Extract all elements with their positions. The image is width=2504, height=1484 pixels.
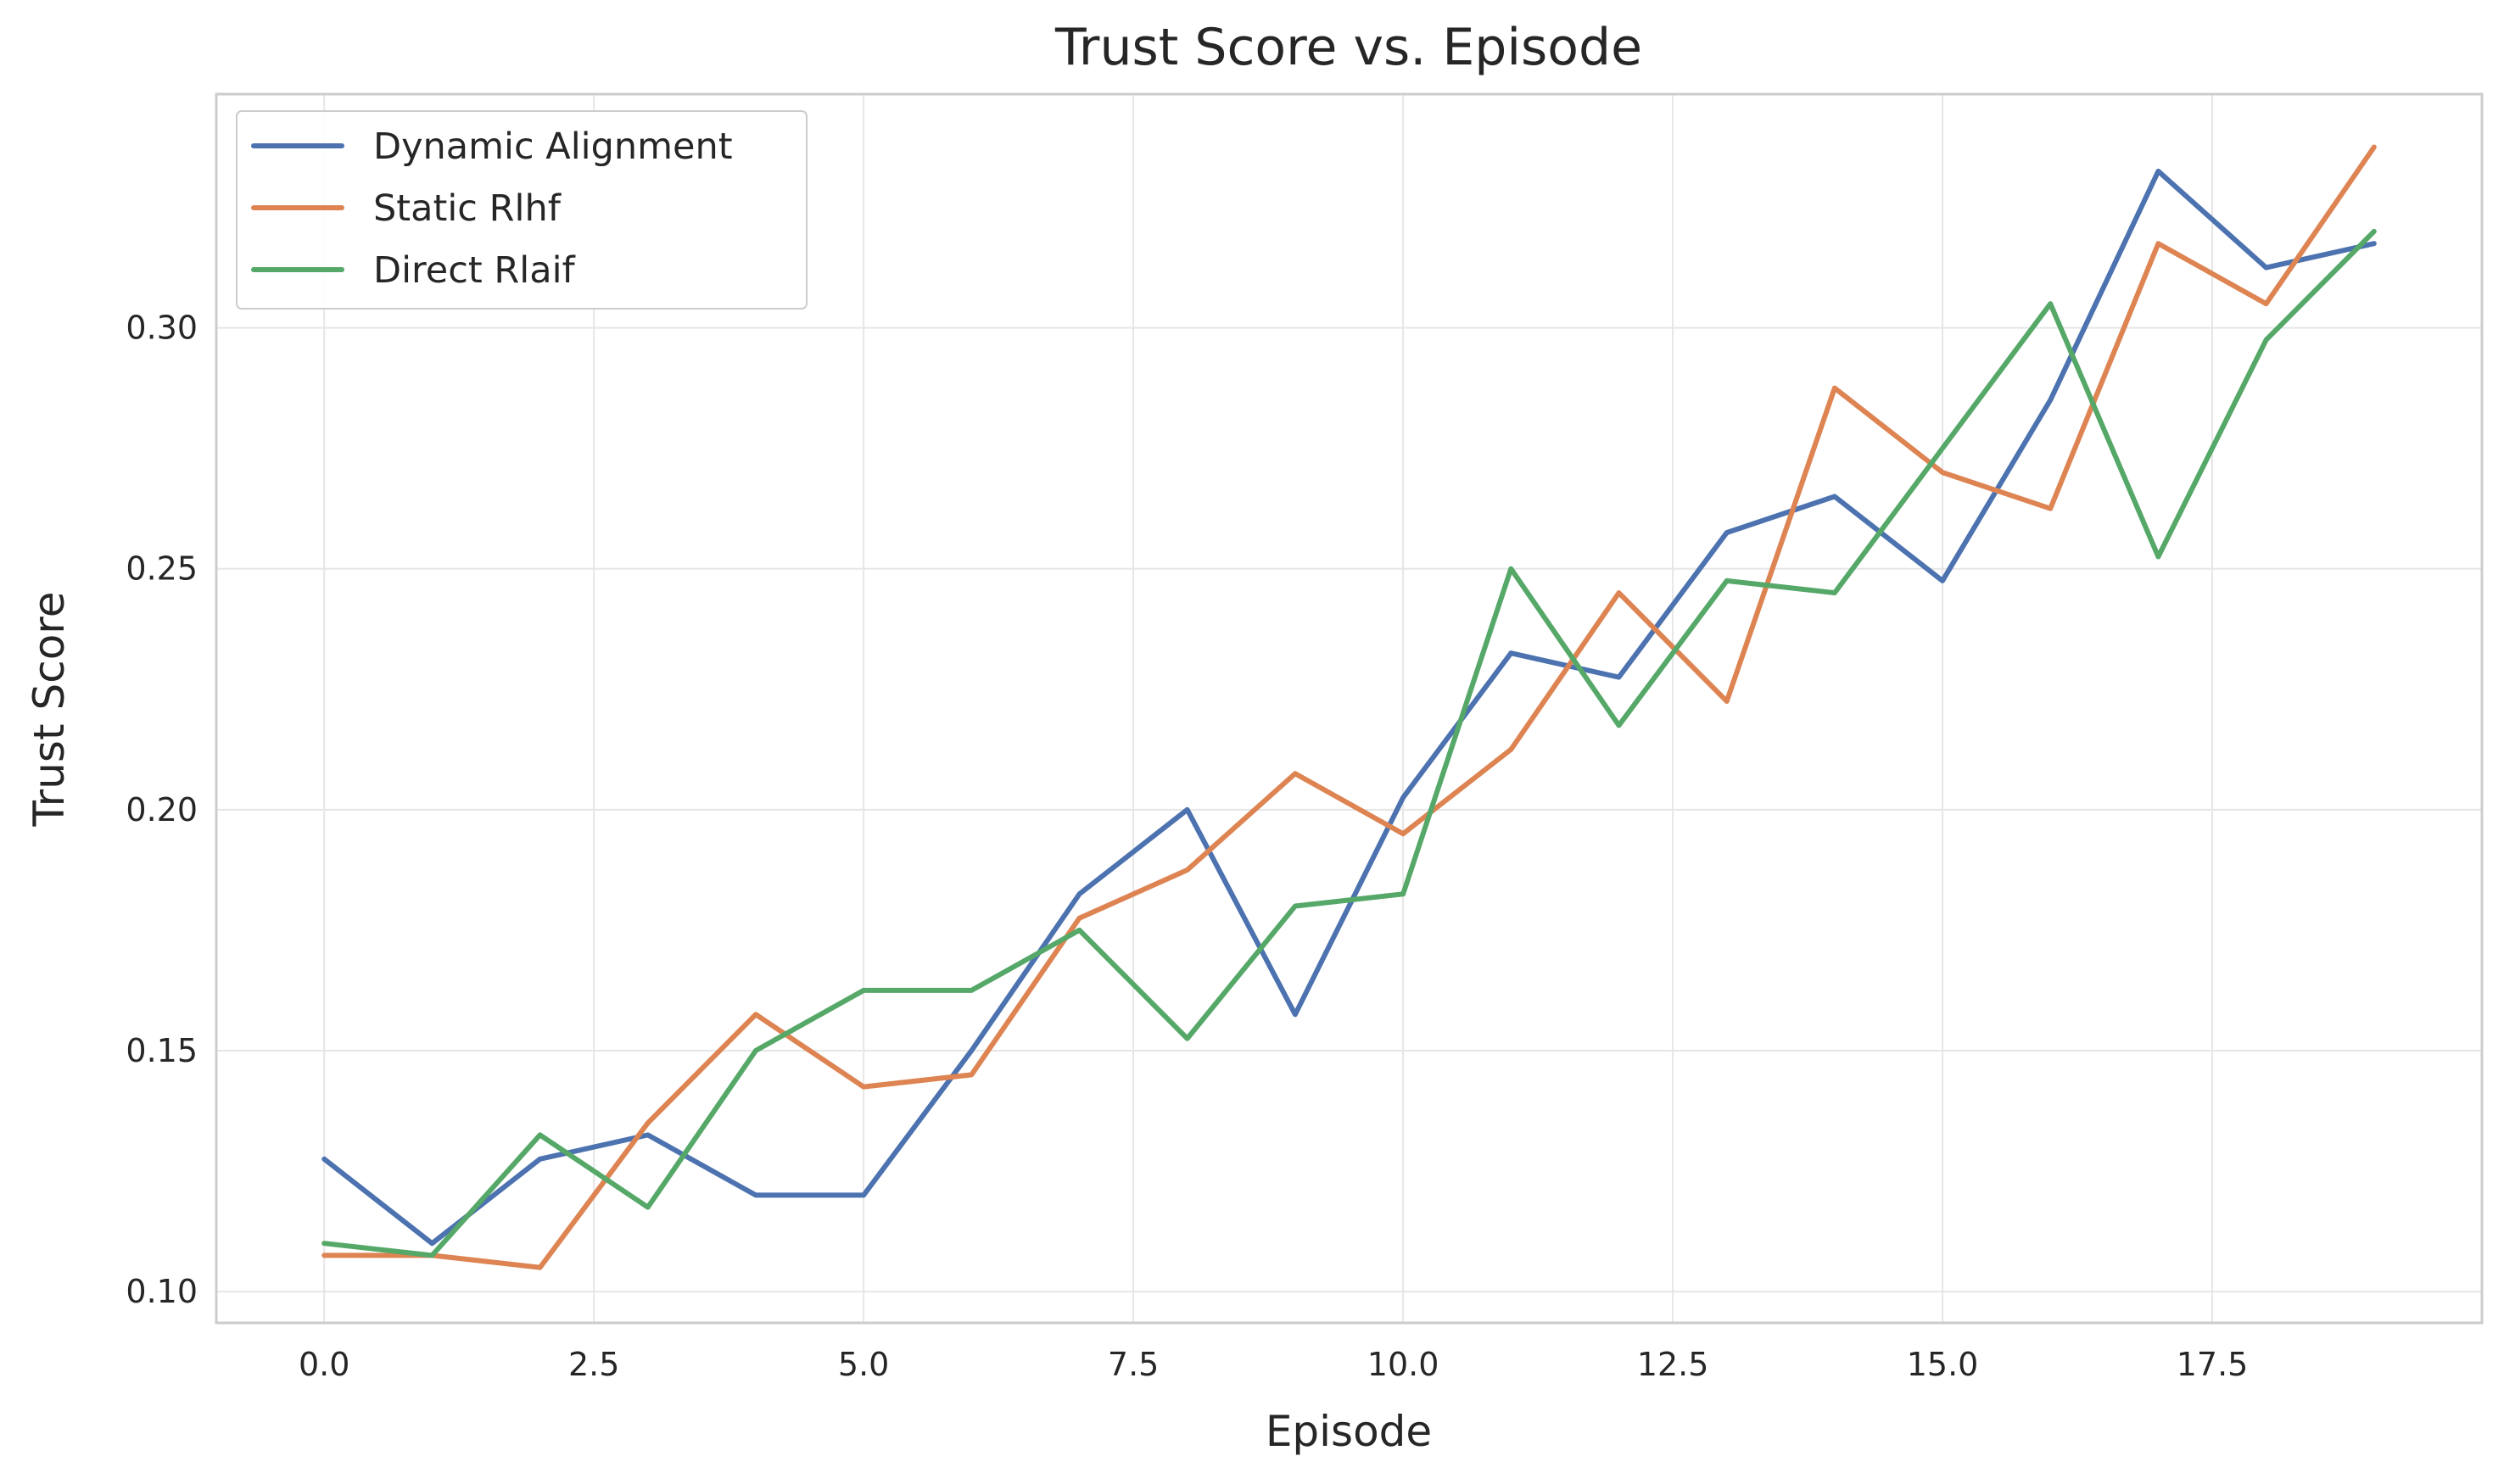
x-tick-label: 0.0 [299, 1346, 349, 1383]
chart-title: Trust Score vs. Episode [1054, 18, 1642, 77]
series-line-static-rlhf [321, 144, 2377, 1270]
x-tick-label: 5.0 [838, 1346, 889, 1383]
y-axis-ticks: 0.10 0.15 0.20 0.25 0.30 [126, 310, 198, 1310]
gridlines [216, 94, 2482, 1323]
series-lines [321, 144, 2377, 1270]
legend-label-static-rlhf: Static Rlhf [373, 187, 562, 230]
y-tick-label: 0.20 [126, 791, 198, 828]
series-line-direct-rlaif [321, 228, 2377, 1258]
x-tick-label: 15.0 [1907, 1346, 1979, 1383]
x-tick-label: 17.5 [2177, 1346, 2249, 1383]
legend-label-dynamic-alignment: Dynamic Alignment [373, 126, 733, 168]
x-axis-ticks: 0.0 2.5 5.0 7.5 10.0 12.5 15.0 17.5 [299, 1346, 2248, 1383]
y-tick-label: 0.15 [126, 1032, 198, 1069]
y-tick-label: 0.25 [126, 550, 198, 588]
x-axis-title: Episode [1266, 1407, 1432, 1456]
y-axis-title: Trust Score [25, 591, 74, 827]
y-tick-label: 0.30 [126, 310, 198, 347]
x-tick-label: 2.5 [568, 1346, 619, 1383]
x-tick-label: 10.0 [1367, 1346, 1439, 1383]
plot-frame [215, 92, 2484, 1325]
y-tick-label: 0.10 [126, 1273, 198, 1310]
series-line-dynamic-alignment [321, 168, 2377, 1247]
x-tick-label: 7.5 [1108, 1346, 1159, 1383]
x-tick-label: 12.5 [1637, 1346, 1709, 1383]
legend-label-direct-rlaif: Direct Rlaif [373, 249, 576, 292]
legend: Dynamic Alignment Static Rlhf Direct Rlaif [236, 110, 808, 310]
legend-box [236, 110, 808, 310]
